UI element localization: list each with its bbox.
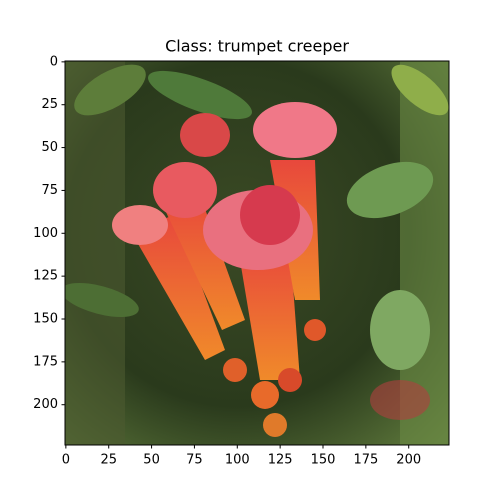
axes-frame [64, 60, 450, 446]
x-tick-label: 200 [396, 453, 421, 468]
y-tick-label: 50 [41, 140, 58, 155]
chart-title: Class: trumpet creeper [165, 37, 349, 56]
x-tick-label: 150 [311, 453, 336, 468]
x-tick-label: 100 [225, 453, 250, 468]
x-tick-label: 75 [186, 453, 203, 468]
y-tick-label: 75 [41, 183, 58, 198]
y-tick-label: 100 [33, 226, 58, 241]
x-tick-label: 175 [353, 453, 378, 468]
x-tick-label: 25 [100, 453, 117, 468]
x-tick-label: 125 [268, 453, 293, 468]
y-tick-label: 25 [41, 97, 58, 112]
y-tick-label: 125 [33, 269, 58, 284]
x-tick-label: 50 [143, 453, 160, 468]
y-tick-label: 175 [33, 354, 58, 369]
image [65, 61, 449, 445]
axes: 0 25 50 75 100 125 150 175 200 0 25 50 75 100 125 150 17… [33, 54, 450, 468]
y-tick-label: 200 [33, 397, 58, 412]
y-tick-label: 150 [33, 312, 58, 327]
x-tick-label: 0 [62, 453, 70, 468]
y-tick-label: 0 [50, 54, 58, 69]
